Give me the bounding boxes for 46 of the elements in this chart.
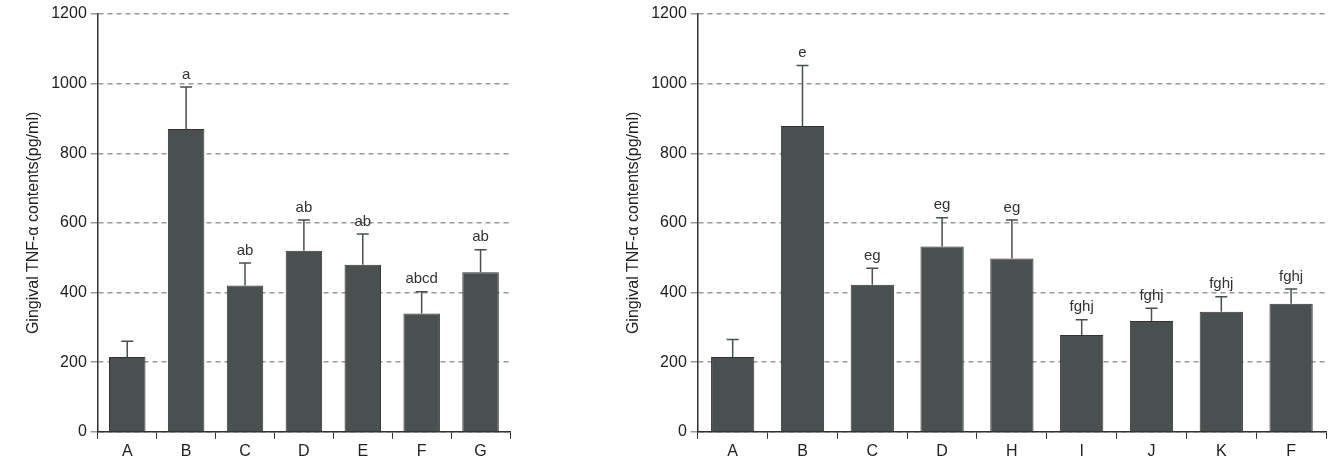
- x-tick-label: J: [1147, 441, 1156, 459]
- y-tick-label: 400: [660, 282, 687, 300]
- x-tick-label: B: [180, 441, 192, 459]
- y-axis-title: Gingival TNF-α contents(pg/ml): [624, 111, 642, 335]
- y-tick-label: 600: [60, 213, 87, 231]
- x-tick-label: F: [416, 441, 427, 459]
- annotation: ab: [295, 197, 313, 215]
- x-tick-label: E: [357, 441, 369, 459]
- x-tick-label: A: [121, 441, 133, 459]
- annotation: abcd: [405, 269, 438, 287]
- y-tick-label: 1000: [51, 74, 87, 92]
- annotation: ab: [354, 211, 372, 229]
- y-tick-label: 1200: [51, 4, 87, 22]
- x-tick-label: C: [866, 441, 879, 459]
- annotation: eg: [1003, 197, 1021, 215]
- annotation: fghj: [1209, 274, 1234, 292]
- y-tick-label: 800: [60, 143, 87, 161]
- x-tick-label: K: [1215, 441, 1227, 459]
- annotation: fghj: [1069, 297, 1094, 315]
- annotation: fghj: [1279, 266, 1304, 284]
- y-axis-title: Gingival TNF-α contents(pg/ml): [24, 111, 42, 335]
- y-tick-label: 200: [60, 352, 87, 370]
- x-tick-label: B: [797, 441, 808, 459]
- x-tick-label: D: [298, 441, 310, 459]
- y-tick-label: 1200: [651, 4, 687, 22]
- y-tick-label: 600: [660, 213, 687, 231]
- annotation: a: [181, 64, 191, 82]
- x-tick-label: G: [474, 441, 487, 459]
- annotation: ab: [472, 227, 489, 245]
- y-tick-label: 800: [660, 143, 687, 161]
- annotation: fghj: [1139, 285, 1164, 303]
- x-tick-label: A: [727, 441, 739, 459]
- x-tick-label: H: [1006, 441, 1018, 459]
- y-tick-label: 1000: [651, 74, 687, 92]
- y-tick-label: 400: [60, 282, 87, 300]
- x-tick-label: F: [1286, 441, 1297, 459]
- x-tick-label: C: [239, 441, 251, 459]
- x-tick-label: I: [1079, 441, 1084, 459]
- y-tick-label: 0: [677, 422, 687, 440]
- annotation: ab: [236, 240, 254, 258]
- annotation: eg: [933, 195, 951, 213]
- annotation: e: [798, 43, 807, 61]
- annotation: eg: [863, 245, 881, 263]
- y-tick-label: 0: [77, 422, 87, 440]
- y-tick-label: 200: [660, 352, 687, 370]
- x-tick-label: D: [936, 441, 948, 459]
